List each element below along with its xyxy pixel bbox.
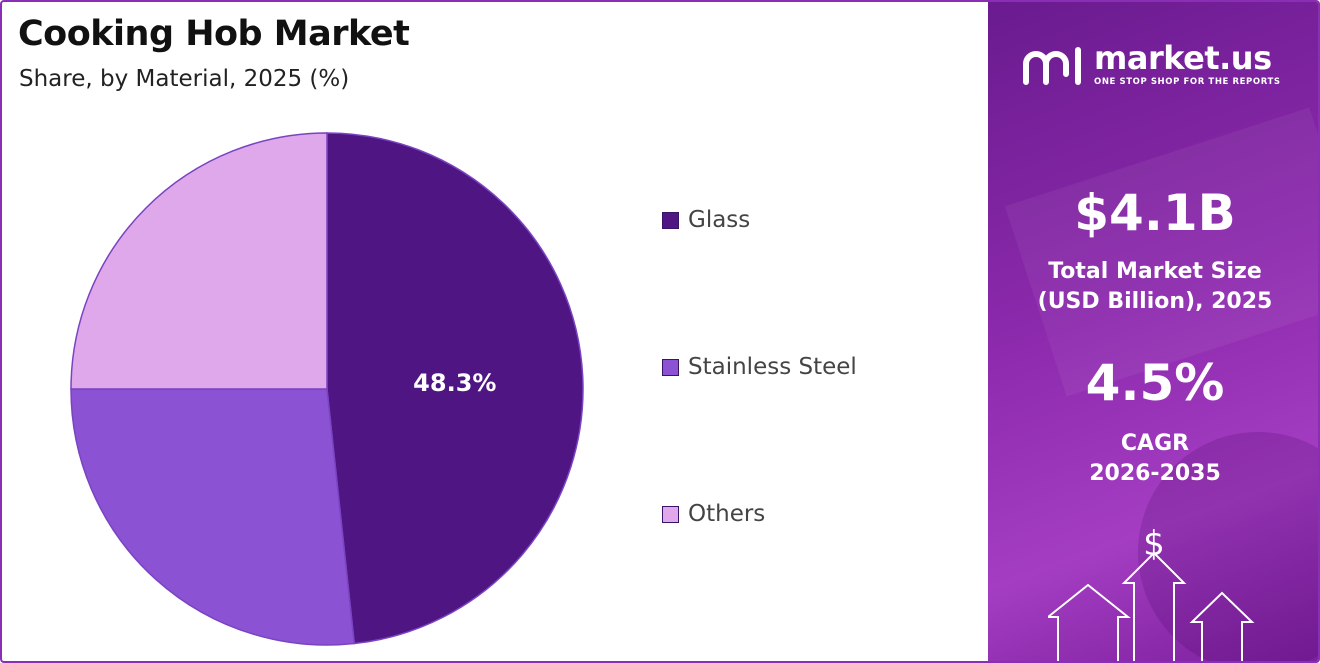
- legend-item-others: Others: [662, 501, 765, 527]
- pie-slice-others: [70, 132, 328, 390]
- market-us-logo-icon: [1023, 46, 1081, 85]
- data-label-glass: 48.3%: [413, 369, 496, 397]
- legend-swatch: [662, 505, 679, 523]
- summary-panel: market.us ONE STOP SHOP FOR THE REPORTS …: [988, 2, 1318, 661]
- page-title: Cooking Hob Market: [18, 14, 410, 54]
- market-size-label-line2: (USD Billion), 2025: [1037, 289, 1273, 314]
- dollar-sign-text: $: [1143, 524, 1165, 564]
- dollar-arrows-icon: $: [1048, 524, 1255, 661]
- brand-logo: market.us ONE STOP SHOP FOR THE REPORTS: [1022, 42, 1281, 87]
- cagr-label-line1: CAGR: [1120, 431, 1190, 456]
- legend-item-stainless-steel: Stainless Steel: [662, 354, 857, 380]
- legend-item-glass: Glass: [662, 207, 750, 233]
- pie-slice-stainless-steel: [70, 388, 356, 646]
- pie-slice-glass: [326, 132, 584, 645]
- legend-label: Others: [688, 501, 766, 527]
- market-size-value: $4.1B: [1074, 184, 1236, 242]
- legend-label: Stainless Steel: [688, 354, 857, 380]
- legend-swatch: [662, 358, 679, 376]
- legend-swatch: [662, 211, 679, 229]
- logo-name: market.us: [1094, 39, 1272, 77]
- cagr-value: 4.5%: [1085, 354, 1225, 412]
- pie-chart: 48.3%: [70, 132, 584, 646]
- legend-label: Glass: [688, 207, 751, 233]
- market-size-label-line1: Total Market Size: [1048, 259, 1262, 284]
- logo-tagline: ONE STOP SHOP FOR THE REPORTS: [1094, 77, 1281, 87]
- cagr-label-line2: 2026-2035: [1089, 461, 1221, 486]
- chart-subtitle: Share, by Material, 2025 (%): [19, 66, 350, 92]
